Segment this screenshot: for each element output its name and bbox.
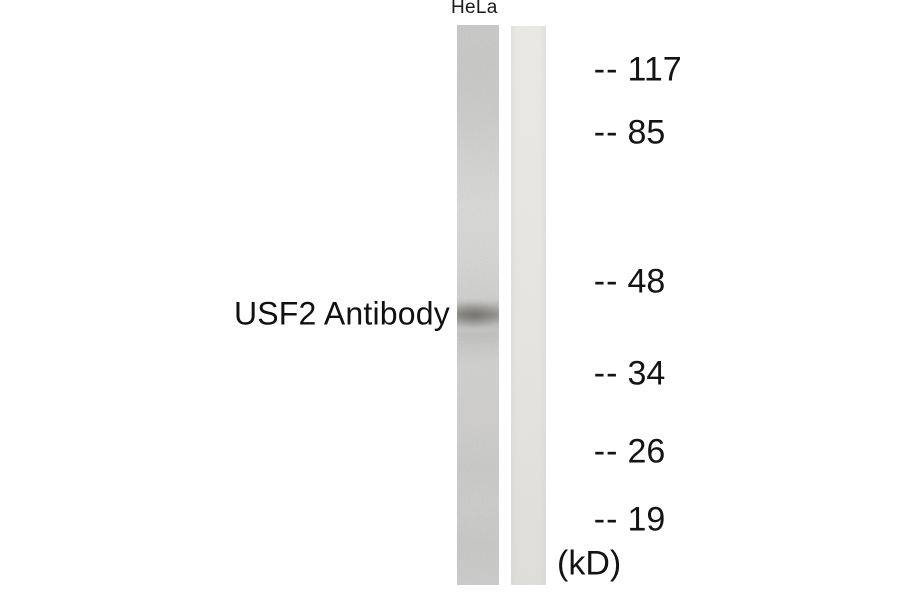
- marker-value: 85: [627, 113, 666, 152]
- mw-marker-48: -- 48: [556, 224, 665, 341]
- mw-marker-26: -- 26: [556, 394, 665, 511]
- marker-dash: --: [593, 432, 619, 471]
- marker-value: 117: [627, 50, 682, 89]
- marker-dash: --: [593, 354, 619, 393]
- mw-marker-85: -- 85: [556, 75, 665, 192]
- band-smear: [457, 331, 499, 357]
- marker-value: 26: [627, 432, 666, 471]
- blot-lane-hela: [457, 25, 499, 585]
- marker-dash: --: [593, 50, 619, 89]
- marker-dash: --: [593, 113, 619, 152]
- blot-lane-blank: [511, 26, 546, 585]
- mw-marker-117: -- 117: [556, 12, 682, 129]
- noise-texture: [511, 26, 546, 585]
- mw-marker-34: -- 34: [556, 316, 665, 433]
- marker-value: 34: [627, 354, 666, 393]
- marker-dash: --: [593, 262, 619, 301]
- marker-value: 48: [627, 262, 666, 301]
- marker-dash: --: [593, 500, 619, 539]
- mw-marker-19: -- 19: [556, 462, 665, 579]
- antibody-label: USF2 Antibody: [233, 295, 450, 332]
- cell-line-label: HeLa: [451, 0, 498, 18]
- kd-unit-label: (kD): [557, 544, 622, 583]
- marker-value: 19: [627, 500, 666, 539]
- protein-band: [457, 299, 499, 331]
